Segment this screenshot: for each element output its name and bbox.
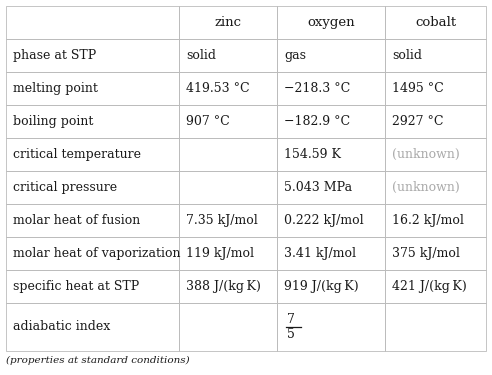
Bar [385, 105, 486, 138]
Text: 388 J/(kg K): 388 J/(kg K) [186, 280, 261, 293]
Bar [6, 270, 179, 303]
Text: cobalt: cobalt [415, 16, 456, 29]
Text: 919 J/(kg K): 919 J/(kg K) [284, 280, 359, 293]
Text: 421 J/(kg K): 421 J/(kg K) [392, 280, 467, 293]
Text: 5.043 MPa: 5.043 MPa [284, 181, 352, 194]
Bar [179, 6, 277, 39]
Text: (unknown): (unknown) [392, 148, 460, 161]
Bar [385, 72, 486, 105]
Text: 419.53 °C: 419.53 °C [186, 82, 249, 95]
Text: solid: solid [392, 49, 422, 62]
Bar [179, 237, 277, 270]
Bar [277, 171, 385, 204]
Bar [277, 6, 385, 39]
Bar [179, 270, 277, 303]
Bar [277, 72, 385, 105]
Bar [179, 303, 277, 351]
Text: oxygen: oxygen [308, 16, 355, 29]
Bar [6, 237, 179, 270]
Text: 16.2 kJ/mol: 16.2 kJ/mol [392, 214, 464, 227]
Text: −182.9 °C: −182.9 °C [284, 115, 350, 128]
Text: specific heat at STP: specific heat at STP [13, 280, 139, 293]
Bar [6, 303, 179, 351]
Text: 7.35 kJ/mol: 7.35 kJ/mol [186, 214, 257, 227]
Text: melting point: melting point [13, 82, 98, 95]
Text: boiling point: boiling point [13, 115, 93, 128]
Text: 119 kJ/mol: 119 kJ/mol [186, 247, 254, 260]
Bar [277, 270, 385, 303]
Text: phase at STP: phase at STP [13, 49, 96, 62]
Bar [6, 138, 179, 171]
Bar [385, 303, 486, 351]
Text: 907 °C: 907 °C [186, 115, 230, 128]
Bar [385, 237, 486, 270]
Text: molar heat of vaporization: molar heat of vaporization [13, 247, 181, 260]
Text: −218.3 °C: −218.3 °C [284, 82, 350, 95]
Text: 7: 7 [287, 313, 295, 326]
Text: critical temperature: critical temperature [13, 148, 141, 161]
Text: zinc: zinc [215, 16, 242, 29]
Bar [277, 204, 385, 237]
Text: critical pressure: critical pressure [13, 181, 117, 194]
Bar [179, 204, 277, 237]
Bar [385, 171, 486, 204]
Text: solid: solid [186, 49, 216, 62]
Text: 375 kJ/mol: 375 kJ/mol [392, 247, 460, 260]
Bar [179, 72, 277, 105]
Bar [179, 138, 277, 171]
Text: adiabatic index: adiabatic index [13, 321, 110, 333]
Text: 3.41 kJ/mol: 3.41 kJ/mol [284, 247, 356, 260]
Bar [6, 39, 179, 72]
Text: 1495 °C: 1495 °C [392, 82, 444, 95]
Text: 5: 5 [287, 328, 295, 341]
Bar [385, 204, 486, 237]
Bar [179, 39, 277, 72]
Text: 2927 °C: 2927 °C [392, 115, 444, 128]
Text: 0.222 kJ/mol: 0.222 kJ/mol [284, 214, 364, 227]
Bar [385, 6, 486, 39]
Text: 154.59 K: 154.59 K [284, 148, 341, 161]
Bar [277, 39, 385, 72]
Bar [385, 138, 486, 171]
Bar [6, 105, 179, 138]
Bar [277, 303, 385, 351]
Bar [6, 171, 179, 204]
Bar [385, 39, 486, 72]
Bar [6, 204, 179, 237]
Bar [6, 72, 179, 105]
Bar [277, 138, 385, 171]
Bar [385, 270, 486, 303]
Bar [6, 6, 179, 39]
Text: (unknown): (unknown) [392, 181, 460, 194]
Bar [179, 171, 277, 204]
Bar [179, 105, 277, 138]
Text: molar heat of fusion: molar heat of fusion [13, 214, 140, 227]
Text: (properties at standard conditions): (properties at standard conditions) [6, 356, 189, 365]
Bar [277, 237, 385, 270]
Bar [277, 105, 385, 138]
Text: gas: gas [284, 49, 306, 62]
